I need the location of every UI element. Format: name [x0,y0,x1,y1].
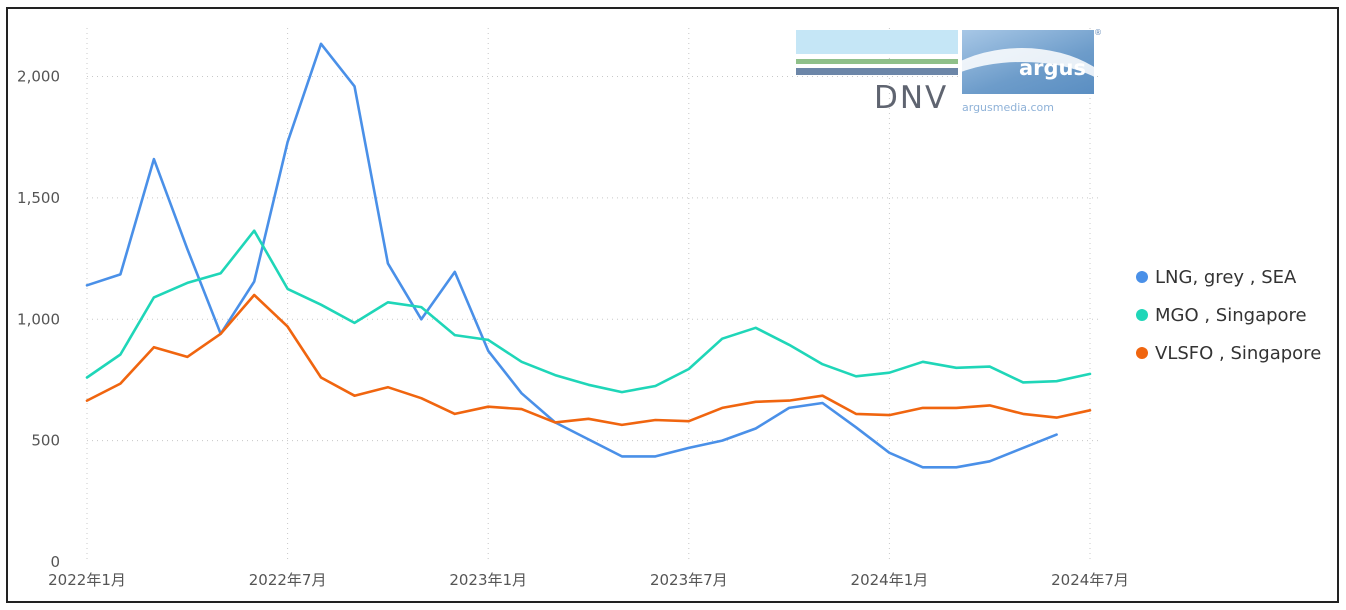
x-tick-label: 2023年7月 [650,571,728,589]
series-lines [85,42,1092,469]
y-tick-label: 0 [50,553,60,571]
dnv-logo: DNV [796,30,958,116]
series-line-mgo[interactable] [85,229,1092,394]
legend-dot-mgo [1136,309,1148,321]
legend-item-vlsfo[interactable]: VLSFO , Singapore [1136,334,1321,372]
series-line-lng[interactable] [85,42,1058,469]
x-tick-label: 2024年1月 [851,571,929,589]
argus-logo-text: argus [1018,56,1086,80]
y-tick-label: 1,000 [17,310,60,328]
y-tick-label: 500 [31,432,60,450]
x-tick-label: 2023年1月 [449,571,527,589]
dnv-logo-text: DNV [874,80,949,116]
grid [86,28,1100,562]
y-tick-label: 2,000 [17,68,60,86]
argus-logo: argus [962,30,1094,94]
chart-frame [6,7,1339,603]
legend-dot-vlsfo [1136,347,1148,359]
legend-dot-lng [1136,271,1148,283]
legend: LNG, grey , SEA MGO , Singapore VLSFO , … [1136,258,1321,372]
x-tick-label: 2024年7月 [1051,571,1129,589]
x-tick-label: 2022年7月 [249,571,327,589]
x-tick-label: 2022年1月 [48,571,126,589]
legend-item-mgo[interactable]: MGO , Singapore [1136,296,1321,334]
legend-label-lng: LNG, grey , SEA [1155,266,1297,288]
legend-label-mgo: MGO , Singapore [1155,304,1307,326]
y-axis-ticks: 0 500 1,000 1,500 2,000 [17,68,60,571]
registered-mark: ® [1094,28,1102,37]
argus-url: argusmedia.com [962,101,1055,114]
y-tick-label: 1,500 [17,189,60,207]
x-axis-ticks: 2022年1月 2022年7月 2023年1月 2023年7月 2024年1月 2024年… [48,571,1129,589]
legend-label-vlsfo: VLSFO , Singapore [1155,342,1322,364]
series-line-vlsfo[interactable] [85,293,1092,427]
legend-item-lng[interactable]: LNG, grey , SEA [1136,258,1321,296]
